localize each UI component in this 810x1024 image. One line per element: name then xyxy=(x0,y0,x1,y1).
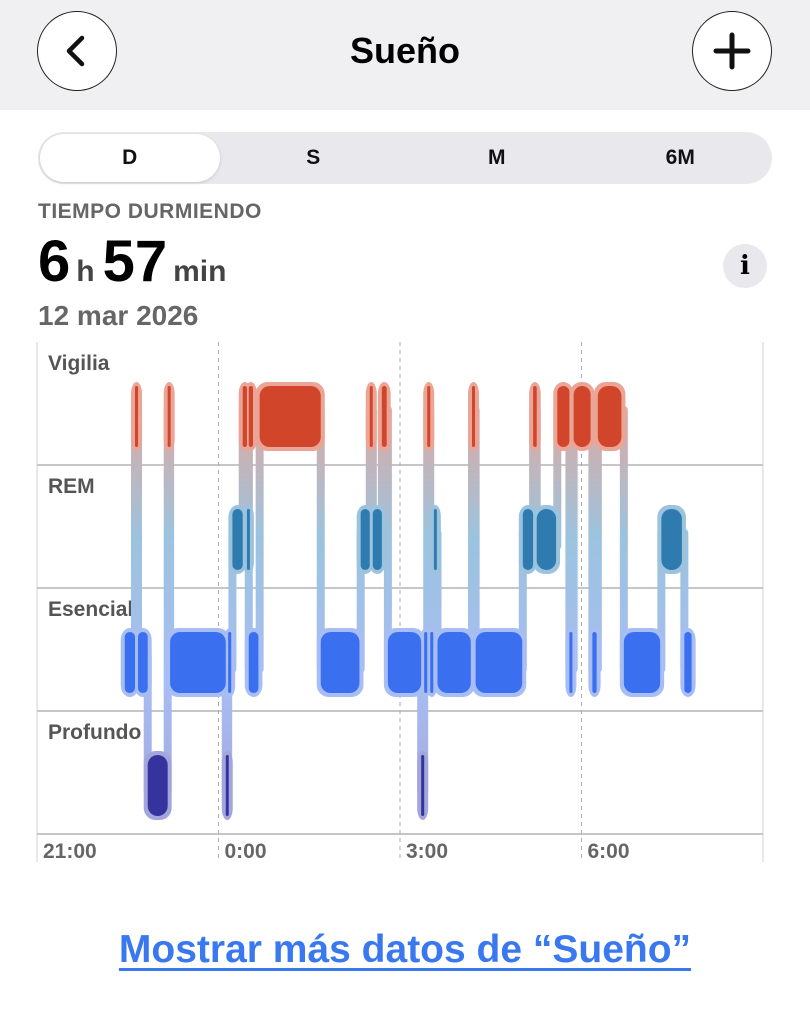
hours-value: 6 xyxy=(38,229,71,294)
segment-6-months[interactable]: 6M xyxy=(665,146,695,169)
sleep-segment-esencial xyxy=(569,632,573,693)
sleep-segment-vigilia xyxy=(248,386,253,447)
sleep-segment-esencial xyxy=(424,632,428,693)
sleep-segment-rem xyxy=(246,509,250,570)
sleep-segment-vigilia xyxy=(242,386,247,447)
sleep-segment-rem xyxy=(232,509,243,570)
sleep-segment-rem xyxy=(522,509,534,570)
sleep-segment-esencial xyxy=(170,632,226,693)
x-tick-label: 21:00 xyxy=(43,840,97,863)
sleep-duration: 6 h 57 min xyxy=(38,228,234,295)
stage-label-profundo: Profundo xyxy=(48,721,141,744)
transition-connector xyxy=(619,406,628,673)
sleep-segment-profundo xyxy=(225,755,229,816)
add-button[interactable] xyxy=(692,11,772,91)
sleep-segment-esencial xyxy=(387,632,422,693)
period-segmented-control: D S M 6M xyxy=(38,132,772,184)
info-button[interactable]: i xyxy=(723,244,767,288)
transition-connector xyxy=(255,406,264,673)
back-button[interactable] xyxy=(37,11,117,91)
transition-connector xyxy=(471,406,480,673)
sleep-segment-rem xyxy=(433,509,437,570)
segment-month[interactable]: M xyxy=(488,146,506,169)
sleep-segment-rem xyxy=(372,509,382,570)
sleep-segment-vigilia xyxy=(557,386,570,447)
sleep-segment-esencial xyxy=(124,632,136,693)
sleep-segment-vigilia xyxy=(259,386,321,447)
nav-bar xyxy=(0,0,810,110)
x-tick-label: 3:00 xyxy=(406,840,448,863)
minutes-value: 57 xyxy=(102,229,168,294)
x-tick-label: 0:00 xyxy=(225,840,267,863)
sleep-segment-vigilia xyxy=(167,386,171,447)
page-title: Sueño xyxy=(349,30,460,71)
sleep-segment-esencial xyxy=(623,632,661,693)
transition-connector xyxy=(166,406,175,673)
transition-connector xyxy=(593,406,602,673)
chevron-left-icon xyxy=(66,35,85,67)
sleep-segment-rem xyxy=(360,509,370,570)
sleep-segment-vigilia xyxy=(533,386,537,447)
sleep-segment-vigilia xyxy=(369,386,373,447)
summary-date: 12 mar 2026 xyxy=(38,300,199,331)
sleep-segment-esencial xyxy=(430,632,434,693)
sleep-segment-rem xyxy=(661,509,682,570)
sleep-segment-vigilia xyxy=(381,386,387,447)
summary-label: TIEMPO DURMIENDO xyxy=(38,200,262,223)
sleep-segment-vigilia xyxy=(427,386,431,447)
sleep-segment-vigilia xyxy=(573,386,591,447)
transition-connector xyxy=(316,406,325,673)
sleep-segment-esencial xyxy=(592,632,597,693)
segment-week[interactable]: S xyxy=(306,146,321,169)
sleep-stages-chart: 21:00 0:00 3:00 6:00 Vigilia REM Esencial Profu… xyxy=(36,342,764,863)
hours-unit: h xyxy=(76,255,95,288)
segment-day[interactable]: D xyxy=(40,134,220,182)
sleep-segment-profundo xyxy=(147,755,168,816)
sleep-segment-vigilia xyxy=(597,386,622,447)
sleep-segment-esencial xyxy=(138,632,148,693)
transition-connector xyxy=(383,406,392,673)
stage-label-vigilia: Vigilia xyxy=(48,352,110,375)
show-more-data-link[interactable]: Mostrar más datos de “Sueño” xyxy=(118,928,692,971)
transition-connector xyxy=(569,406,578,673)
stage-label-esencial: Esencial xyxy=(48,598,133,621)
plus-icon xyxy=(713,32,751,70)
sleep-segment-rem xyxy=(536,509,557,570)
minutes-unit: min xyxy=(173,255,227,288)
transition-connector xyxy=(134,406,143,673)
stage-label-rem: REM xyxy=(48,475,95,498)
sleep-segment-esencial xyxy=(684,632,692,693)
x-tick-label: 6:00 xyxy=(588,840,630,863)
sleep-segment-profundo xyxy=(421,755,425,816)
sleep-segment-vigilia xyxy=(471,386,476,447)
sleep-segment-vigilia xyxy=(135,386,139,447)
sleep-segment-esencial xyxy=(248,632,259,693)
sleep-segment-esencial xyxy=(228,632,232,693)
sleep-segment-esencial xyxy=(437,632,471,693)
sleep-segment-esencial xyxy=(475,632,523,693)
sleep-segment-esencial xyxy=(320,632,360,693)
